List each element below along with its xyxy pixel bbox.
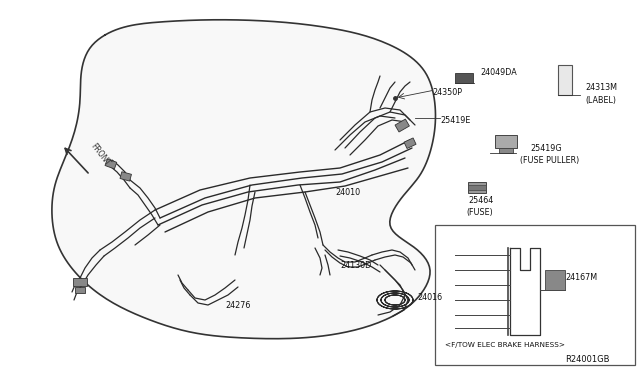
Bar — [75, 287, 85, 293]
Text: R24001GB: R24001GB — [565, 356, 609, 365]
Text: 24313M: 24313M — [585, 83, 617, 92]
Bar — [499, 148, 513, 153]
Bar — [435, 225, 635, 365]
Text: 25464: 25464 — [468, 196, 493, 205]
Bar — [495, 135, 517, 148]
Text: FRONT: FRONT — [88, 142, 111, 168]
Text: (FUSE): (FUSE) — [466, 208, 493, 217]
Bar — [120, 172, 131, 181]
Bar — [73, 278, 87, 286]
Bar — [395, 119, 410, 132]
Text: 24276: 24276 — [225, 301, 250, 310]
Text: 24049DA: 24049DA — [480, 67, 516, 77]
Text: 24010: 24010 — [335, 187, 360, 196]
Bar — [468, 185, 486, 190]
Bar — [455, 73, 473, 83]
Bar — [468, 182, 486, 193]
Text: <F/TOW ELEC BRAKE HARNESS>: <F/TOW ELEC BRAKE HARNESS> — [445, 342, 565, 348]
Bar — [105, 159, 116, 169]
Text: 25419E: 25419E — [440, 115, 470, 125]
Text: 24130D: 24130D — [340, 260, 371, 269]
Text: 24167M: 24167M — [565, 273, 597, 282]
Text: (FUSE PULLER): (FUSE PULLER) — [520, 155, 579, 164]
Text: 24016: 24016 — [417, 294, 442, 302]
Bar — [558, 65, 572, 95]
Text: 25419G: 25419G — [530, 144, 562, 153]
Text: (LABEL): (LABEL) — [585, 96, 616, 105]
Polygon shape — [52, 20, 435, 339]
Bar — [404, 138, 416, 148]
Bar — [545, 270, 565, 290]
Text: 24350P: 24350P — [432, 87, 462, 96]
